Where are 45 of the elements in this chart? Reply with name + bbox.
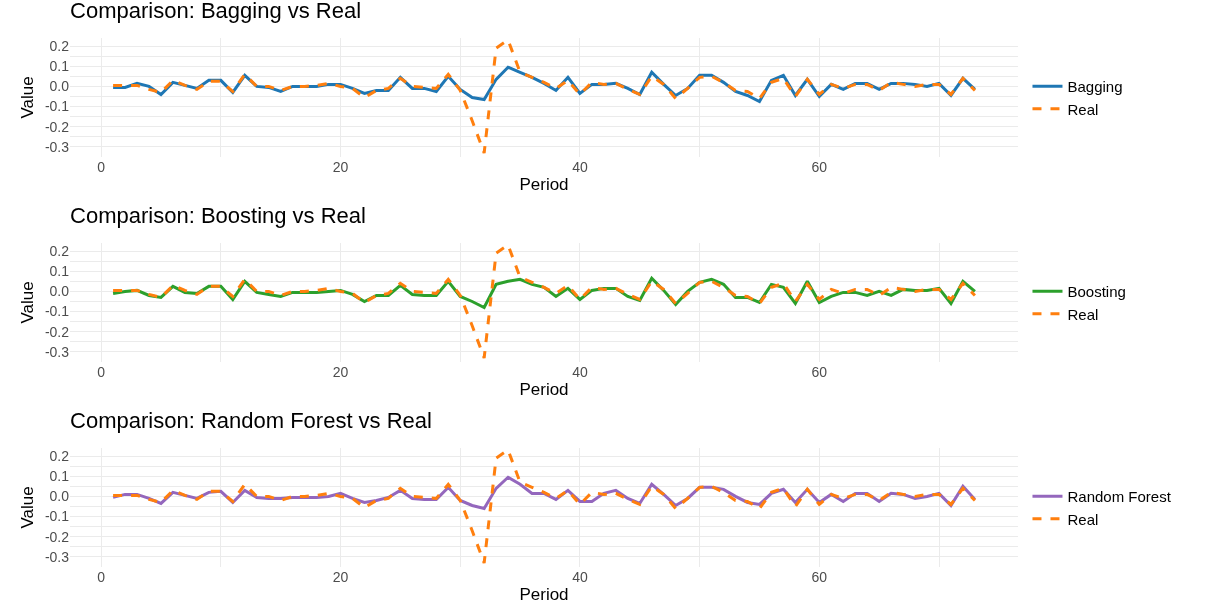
x-tick-label: 40 (572, 364, 588, 380)
chart-title: Comparison: Boosting vs Real (70, 203, 366, 229)
y-tick-label: 0.1 (49, 263, 70, 280)
x-tick-label: 60 (811, 159, 828, 175)
x-axis-title: Period (519, 585, 569, 605)
legend-label: Bagging (1067, 78, 1123, 96)
y-tick-label: -0.3 (44, 343, 70, 360)
chart-title: Comparison: Random Forest vs Real (70, 408, 432, 434)
x-tick-label: 60 (811, 364, 828, 380)
x-tick-label: 20 (332, 159, 349, 175)
y-tick-label: 0.0 (49, 78, 70, 95)
y-axis-title: Value (18, 76, 38, 119)
chart-title: Comparison: Bagging vs Real (70, 0, 362, 24)
y-tick-label: 0.0 (49, 488, 70, 505)
y-tick-label: -0.3 (44, 138, 70, 155)
y-tick-label: -0.3 (44, 548, 70, 565)
y-tick-label: -0.2 (44, 323, 70, 340)
y-tick-label: 0.0 (49, 283, 70, 300)
x-tick-label: 0 (97, 364, 106, 380)
x-tick-label: 40 (572, 159, 588, 175)
y-tick-label: 0.2 (49, 447, 70, 464)
legend-label: Boosting (1067, 283, 1126, 301)
y-tick-label: 0.1 (49, 468, 70, 485)
x-tick-label: 0 (97, 569, 106, 585)
legend-label: Random Forest (1067, 488, 1172, 506)
x-tick-label: 20 (332, 364, 349, 380)
x-axis-title: Period (519, 380, 569, 400)
y-tick-label: -0.2 (44, 528, 70, 545)
y-tick-label: 0.2 (49, 37, 70, 54)
x-tick-label: 20 (332, 569, 349, 585)
x-tick-label: 0 (97, 159, 106, 175)
x-axis-title: Period (519, 175, 569, 195)
y-tick-label: -0.2 (44, 118, 70, 135)
legend-label: Real (1067, 305, 1099, 323)
y-axis-title: Value (18, 281, 38, 324)
x-tick-label: 40 (572, 569, 588, 585)
y-tick-label: -0.1 (44, 98, 70, 115)
y-axis-title: Value (18, 486, 38, 529)
y-tick-label: 0.2 (49, 242, 70, 259)
legend-label: Real (1067, 100, 1099, 118)
legend-label: Real (1067, 510, 1099, 528)
x-tick-label: 60 (811, 569, 828, 585)
y-tick-label: -0.1 (44, 303, 70, 320)
y-tick-label: 0.1 (49, 58, 70, 75)
y-tick-label: -0.1 (44, 508, 70, 525)
